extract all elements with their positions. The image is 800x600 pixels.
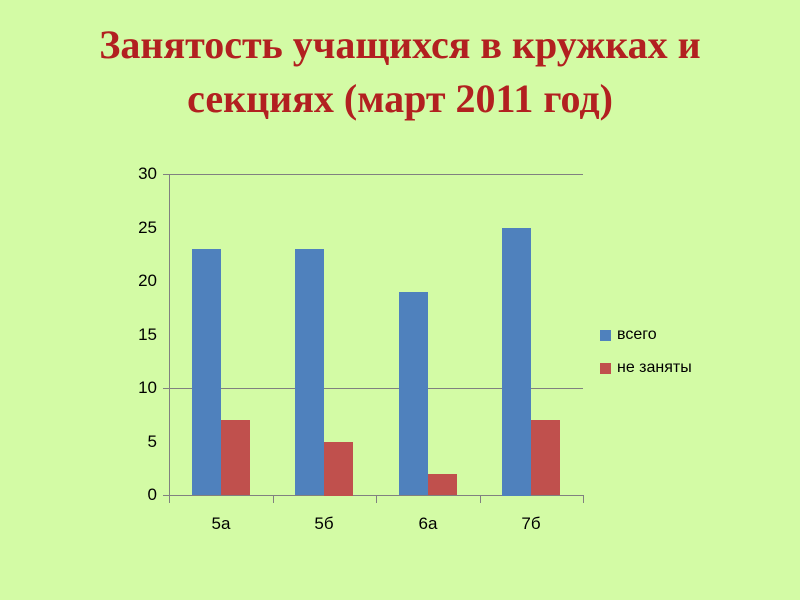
y-tick-0: [163, 495, 169, 496]
y-axis-label-10: 10: [138, 378, 157, 397]
y-tick-30: [163, 174, 169, 175]
x-tick-2: [376, 495, 377, 503]
bar-всего-7б: [502, 228, 531, 496]
legend-item-всего: всего: [600, 326, 657, 344]
y-axis-label-0: 0: [147, 485, 157, 504]
bar-не заняты-7б: [531, 420, 560, 495]
y-tick-10: [163, 388, 169, 389]
bar-не заняты-6а: [428, 474, 457, 495]
y-axis-label-5: 5: [147, 432, 157, 451]
x-tick-3: [480, 495, 481, 503]
legend-label-всего: всего: [617, 326, 657, 343]
category-label-5а: 5а: [211, 514, 231, 533]
legend-swatch-не заняты: [600, 362, 611, 374]
y-axis: [169, 174, 170, 503]
gridline-30: [169, 174, 583, 175]
legend-item-не заняты: не заняты: [600, 359, 692, 377]
legend-label-не заняты: не заняты: [617, 359, 692, 376]
gridline-10: [169, 388, 583, 389]
y-axis-label-30: 30: [138, 164, 157, 183]
x-tick-4: [583, 495, 584, 503]
slide-title: Занятость учащихся в кружках и секциях (…: [0, 18, 800, 126]
category-label-5б: 5б: [314, 514, 334, 533]
y-axis-label-20: 20: [138, 271, 157, 290]
bar-всего-5б: [295, 249, 324, 495]
bar-всего-5а: [192, 249, 221, 495]
bar-не заняты-5б: [324, 442, 353, 496]
x-tick-0: [169, 495, 170, 503]
legend-swatch-всего: [600, 329, 611, 341]
title-line-1: Занятость учащихся в кружках и: [99, 22, 701, 67]
bar-не заняты-5а: [221, 420, 250, 495]
y-axis-label-25: 25: [138, 218, 157, 237]
category-label-7б: 7б: [521, 514, 541, 533]
bar-всего-6а: [399, 292, 428, 495]
x-tick-1: [273, 495, 274, 503]
category-label-6а: 6а: [418, 514, 438, 533]
y-axis-label-15: 15: [138, 325, 157, 344]
title-line-2: секциях (март 2011 год): [187, 76, 613, 121]
